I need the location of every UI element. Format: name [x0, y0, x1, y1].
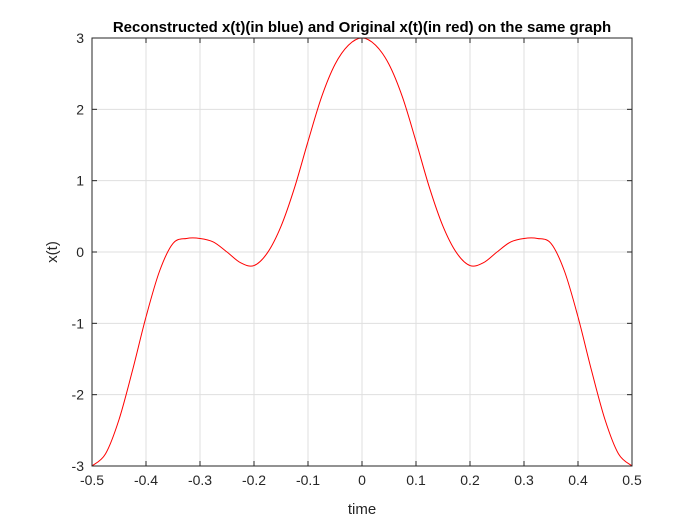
y-tick-label: 0 — [76, 244, 84, 260]
y-axis-label: x(t) — [44, 241, 61, 263]
chart-title: Reconstructed x(t)(in blue) and Original… — [113, 19, 611, 36]
x-tick-label: 0.2 — [460, 472, 480, 488]
x-tick-label: -0.5 — [80, 472, 104, 488]
y-tick-label: -2 — [72, 387, 85, 403]
y-tick-label: -1 — [72, 315, 85, 331]
x-ticks: -0.5 -0.4 -0.3 -0.2 -0.1 0 0.1 0.2 0.3 0.4 0.5 — [80, 38, 642, 488]
x-tick-label: 0.3 — [514, 472, 534, 488]
x-tick-label: 0.4 — [568, 472, 588, 488]
y-ticks: -3 -2 -1 0 1 2 3 — [72, 30, 632, 474]
y-tick-label: 1 — [76, 173, 84, 189]
x-tick-label: 0.5 — [622, 472, 642, 488]
x-tick-label: 0.1 — [406, 472, 426, 488]
y-tick-label: -3 — [72, 458, 85, 474]
x-tick-label: -0.2 — [242, 472, 266, 488]
y-tick-label: 3 — [76, 30, 84, 46]
y-tick-label: 2 — [76, 101, 84, 117]
x-tick-label: -0.3 — [188, 472, 212, 488]
x-tick-label: 0 — [358, 472, 366, 488]
x-axis-label: time — [348, 501, 376, 518]
plot-area: -0.5 -0.4 -0.3 -0.2 -0.1 0 0.1 0.2 0.3 0.4 0.5 -3-… — [72, 30, 642, 488]
x-tick-label: -0.1 — [296, 472, 320, 488]
x-tick-label: -0.4 — [134, 472, 158, 488]
